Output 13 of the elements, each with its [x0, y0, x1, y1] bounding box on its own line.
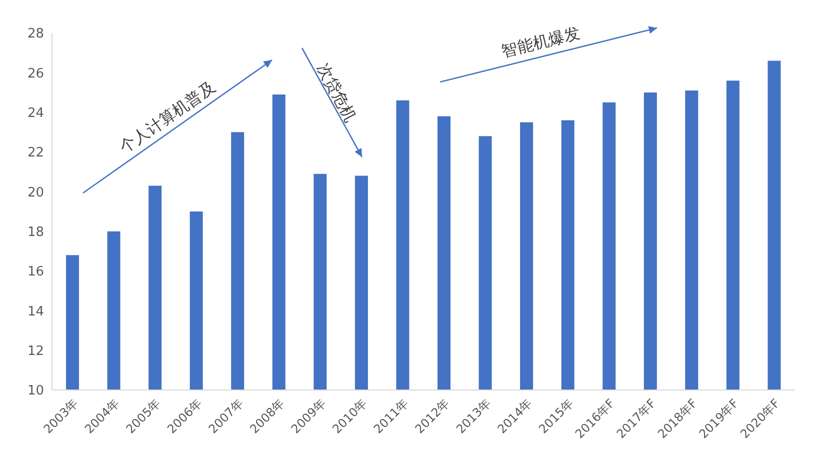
- annotation: 智能机爆发: [500, 23, 582, 61]
- y-tick-label: 20: [27, 185, 44, 200]
- y-tick-label: 14: [27, 304, 44, 320]
- y-tick-label: 12: [27, 344, 44, 359]
- y-tick-label: 18: [27, 224, 44, 240]
- y-tick-label: 10: [27, 384, 44, 399]
- y-tick-label: 26: [27, 66, 44, 82]
- y-tick-label: 22: [27, 146, 44, 161]
- annotation: 个人计算机普及: [116, 77, 219, 157]
- y-tick-label: 16: [27, 264, 44, 280]
- annotation: 次贷危机: [314, 60, 360, 126]
- y-tick-label: 28: [27, 26, 44, 42]
- y-tick-label: 24: [27, 106, 44, 121]
